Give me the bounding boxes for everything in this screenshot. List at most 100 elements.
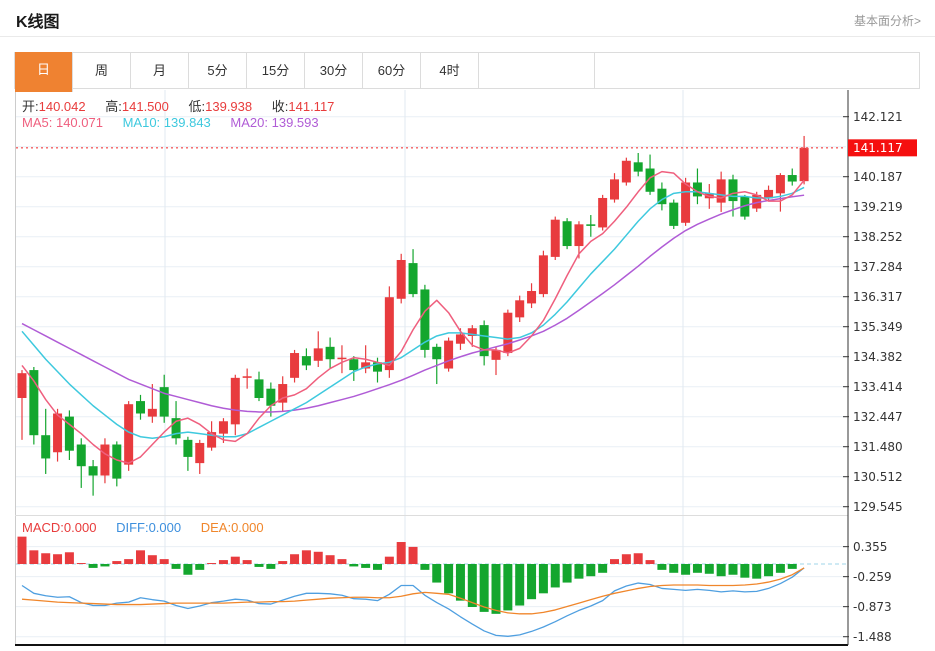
macd-bar	[764, 564, 774, 577]
macd-bar	[396, 542, 406, 564]
y-axis-label: 135.349	[853, 320, 903, 334]
tab-item-1[interactable]: 日	[15, 52, 73, 92]
macd-bar	[159, 559, 169, 564]
candle-body	[610, 179, 619, 200]
price-badge	[848, 139, 917, 157]
macd-bar	[218, 560, 228, 564]
macd-bar	[313, 551, 323, 564]
candle-body	[136, 401, 145, 414]
chart-line	[21, 194, 805, 413]
tab-item-6[interactable]: 30分	[305, 53, 363, 88]
macd-axis-label: -0.873	[853, 600, 892, 614]
y-axis-label: 136.317	[853, 290, 903, 304]
macd-bar	[550, 564, 560, 588]
price-badge-label: 141.117	[853, 141, 903, 155]
macd-bar	[657, 564, 667, 570]
macd-bar	[171, 564, 181, 569]
macd-bar	[538, 564, 548, 594]
macd-bar	[384, 556, 394, 564]
candle-body	[29, 370, 39, 436]
low-value: 139.938	[205, 99, 253, 114]
tab-item-7[interactable]: 60分	[363, 53, 421, 88]
macd-bar	[147, 555, 157, 564]
macd-bar	[681, 564, 691, 575]
candle-body	[88, 466, 98, 476]
candle-body	[633, 162, 643, 172]
candle-body	[550, 219, 560, 257]
candle-body	[467, 328, 477, 336]
candle-body	[147, 408, 157, 417]
macd-bar	[787, 564, 797, 569]
macd-bar	[53, 554, 63, 564]
tab-bar-spacer	[479, 53, 595, 88]
ma5-value: 140.071	[55, 115, 103, 130]
close-label: 收:	[271, 99, 289, 114]
dea-label: DEA:	[200, 520, 232, 535]
candle-body	[586, 224, 596, 226]
ma-readout: MA5: 140.071 MA10: 139.843 MA20: 139.593	[22, 115, 335, 130]
candle-body	[716, 179, 726, 203]
candle-body	[195, 442, 205, 464]
y-axis-label: 133.414	[853, 380, 903, 394]
fundamental-analysis-link[interactable]: 基本面分析>	[853, 14, 921, 28]
macd-bar	[373, 564, 382, 570]
close-value: 141.117	[288, 99, 335, 114]
chart-line	[21, 567, 805, 615]
ohlc-readout: 开:140.042 高:141.500 低:139.938 收:141.117	[22, 96, 350, 115]
macd-bar	[242, 560, 252, 564]
diff-value: 0.000	[148, 520, 182, 535]
macd-bar	[633, 553, 643, 564]
page-title: K线图	[16, 14, 60, 31]
macd-bar	[775, 564, 785, 573]
macd-bar	[515, 564, 525, 606]
chart-line	[21, 567, 805, 637]
candle-body	[692, 182, 702, 197]
candle-body	[242, 376, 252, 378]
candle-body	[337, 357, 347, 360]
macd-bar	[408, 546, 418, 564]
diff-label: DIFF:	[116, 520, 149, 535]
candle-body	[64, 416, 74, 451]
ma20-value: 139.593	[271, 115, 319, 130]
macd-bar	[124, 559, 134, 564]
candle-body	[301, 356, 311, 366]
header-divider	[0, 36, 935, 37]
candle-body	[290, 353, 300, 378]
candle-body	[491, 349, 501, 360]
macd-axis-label: -1.488	[853, 630, 892, 644]
candle-body	[396, 259, 406, 299]
macd-bar	[621, 554, 631, 564]
y-axis-label: 139.219	[853, 200, 903, 214]
candle-body	[76, 444, 86, 467]
tab-item-3[interactable]: 月	[131, 53, 189, 88]
candle-body	[112, 444, 122, 479]
macd-bar	[574, 564, 584, 579]
tab-item-4[interactable]: 5分	[189, 53, 247, 88]
macd-bar	[325, 555, 335, 564]
candle-body	[278, 384, 288, 403]
ma5-label: MA5:	[22, 115, 53, 130]
high-label: 高:	[105, 99, 122, 114]
candle-body	[349, 359, 359, 371]
macd-bar	[704, 564, 714, 574]
tab-item-2[interactable]: 周	[73, 53, 131, 88]
candle-body	[432, 346, 442, 360]
macd-bar	[290, 554, 300, 564]
candle-body	[124, 404, 134, 465]
macd-label: MACD:	[22, 520, 64, 535]
macd-bar	[337, 559, 347, 564]
tab-item-8[interactable]: 4时	[421, 53, 479, 88]
candle-body	[218, 421, 228, 434]
candle-body	[681, 182, 691, 223]
chart-line	[21, 186, 805, 440]
macd-bar	[491, 564, 501, 614]
candle-body	[515, 300, 525, 318]
macd-value: 0.000	[63, 520, 97, 535]
tab-item-5[interactable]: 15分	[247, 53, 305, 88]
candle-body	[420, 289, 430, 350]
macd-axis-label: 0.355	[853, 540, 887, 554]
candle-body	[17, 373, 27, 398]
macd-bar	[112, 561, 122, 564]
